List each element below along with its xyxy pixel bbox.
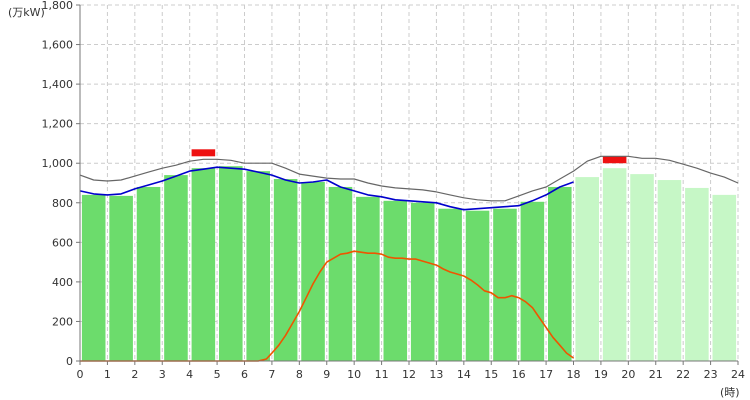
x-tick-label: 2 bbox=[131, 368, 138, 381]
y-tick-label: 1,600 bbox=[42, 39, 74, 52]
x-tick-label: 3 bbox=[159, 368, 166, 381]
peak-marker bbox=[191, 149, 216, 157]
actual-bar bbox=[410, 202, 435, 361]
x-tick-label: 5 bbox=[214, 368, 221, 381]
x-tick-label: 21 bbox=[649, 368, 663, 381]
x-tick-label: 4 bbox=[186, 368, 193, 381]
x-tick-label: 22 bbox=[676, 368, 690, 381]
y-tick-labels: 0 200 400 600 800 1,000 1,200 1,400 1,600 1,800 bbox=[42, 0, 74, 368]
actual-bar bbox=[219, 166, 243, 361]
forecast-bar bbox=[630, 174, 654, 361]
actual-bar bbox=[273, 179, 298, 361]
y-tick-label: 1,800 bbox=[42, 0, 74, 12]
forecast-bar bbox=[685, 187, 709, 361]
demand-line bbox=[79, 166, 574, 211]
x-tick-label: 1 bbox=[104, 368, 111, 381]
x-tick-label: 0 bbox=[77, 368, 84, 381]
y-tick-label: 0 bbox=[66, 355, 73, 368]
x-tick-label: 24 bbox=[731, 368, 745, 381]
actual-bar bbox=[81, 194, 106, 361]
y-tick-label: 1,200 bbox=[42, 118, 74, 131]
actual-bar bbox=[493, 208, 517, 361]
line-series bbox=[79, 155, 739, 362]
peak-markers bbox=[191, 149, 627, 164]
actual-bar bbox=[383, 200, 408, 361]
x-tick-label: 13 bbox=[429, 368, 443, 381]
actual-bar bbox=[301, 182, 325, 361]
x-tick-label: 14 bbox=[457, 368, 471, 381]
actual-bar bbox=[136, 186, 161, 361]
actual-bar bbox=[520, 201, 545, 361]
y-unit-label: (万kW) bbox=[8, 6, 45, 19]
x-tick-label: 15 bbox=[484, 368, 498, 381]
y-tick-label: 1,400 bbox=[42, 78, 74, 91]
solar-line bbox=[80, 250, 574, 362]
actual-bar bbox=[191, 168, 216, 361]
x-tick-label: 19 bbox=[594, 368, 608, 381]
x-tick-label: 12 bbox=[402, 368, 416, 381]
x-tick-label: 17 bbox=[539, 368, 553, 381]
forecast-bar bbox=[712, 194, 737, 361]
grid-lines bbox=[76, 4, 739, 365]
x-tick-label: 9 bbox=[323, 368, 330, 381]
y-tick-label: 200 bbox=[52, 315, 73, 328]
y-tick-label: 400 bbox=[52, 276, 73, 289]
x-tick-label: 20 bbox=[621, 368, 635, 381]
x-tick-label: 23 bbox=[704, 368, 718, 381]
forecast-bar bbox=[602, 168, 627, 361]
actual-bar bbox=[356, 196, 380, 361]
bar-series bbox=[81, 166, 737, 361]
y-tick-label: 600 bbox=[52, 236, 73, 249]
x-tick-label: 11 bbox=[375, 368, 389, 381]
y-tick-label: 800 bbox=[52, 197, 73, 210]
actual-bar bbox=[109, 195, 133, 361]
forecast-bar bbox=[657, 180, 682, 361]
x-tick-label: 16 bbox=[512, 368, 526, 381]
axes bbox=[79, 5, 738, 362]
x-tick-label: 7 bbox=[268, 368, 275, 381]
actual-bar bbox=[246, 171, 270, 361]
actual-bar bbox=[438, 208, 462, 361]
x-tick-label: 6 bbox=[241, 368, 248, 381]
capacity-line bbox=[79, 155, 739, 202]
x-tick-label: 8 bbox=[296, 368, 303, 381]
actual-bar bbox=[548, 186, 572, 361]
forecast-bar bbox=[575, 177, 599, 361]
x-tick-label: 18 bbox=[567, 368, 581, 381]
actual-bar bbox=[164, 175, 188, 361]
x-unit-label: (時) bbox=[720, 386, 740, 399]
y-tick-label: 1,000 bbox=[42, 157, 74, 170]
actual-bar bbox=[328, 186, 353, 361]
x-tick-label: 10 bbox=[347, 368, 361, 381]
x-tick-labels: 0 1 2 3 4 5 6 7 8 9 10 11 12 13 14 15 16 17 18 19 20 21 22 23 24 bbox=[77, 368, 746, 381]
peak-marker bbox=[602, 156, 627, 164]
